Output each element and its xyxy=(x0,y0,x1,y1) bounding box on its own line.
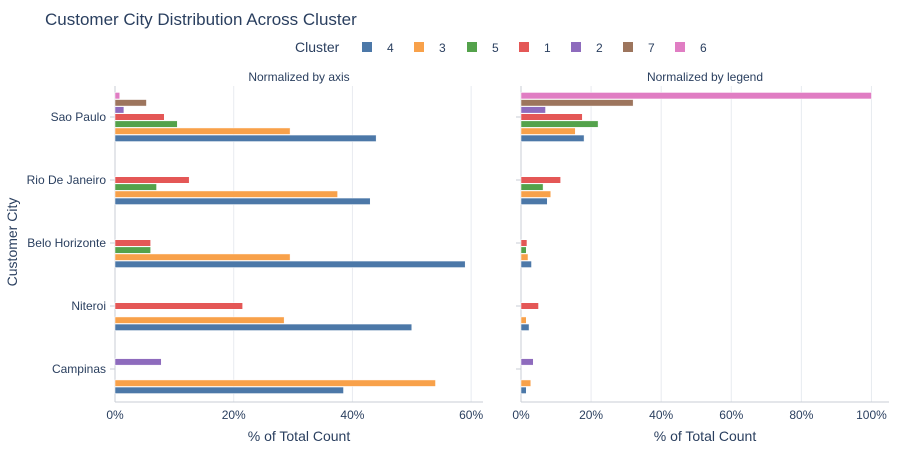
x-tick-label: 40% xyxy=(649,408,673,422)
bar-cluster-7-sao-paulo[interactable] xyxy=(114,99,147,107)
bar-cluster-3-belo-horizonte[interactable] xyxy=(114,253,291,261)
legend-title: Cluster xyxy=(295,39,340,55)
legend-swatch xyxy=(623,42,633,52)
bar-cluster-6-sao-paulo[interactable] xyxy=(520,92,872,100)
bar-cluster-1-sao-paulo[interactable] xyxy=(520,113,583,121)
legend-item-6[interactable]: 6 xyxy=(675,41,707,55)
x-tick-label: 60% xyxy=(719,408,743,422)
legend-label: 6 xyxy=(700,41,707,55)
x-tick-label: 20% xyxy=(222,408,246,422)
bar-cluster-1-belo-horizonte[interactable] xyxy=(114,239,151,247)
y-tick-label: Belo Horizonte xyxy=(27,236,106,250)
bar-cluster-1-rio-de-janeiro[interactable] xyxy=(520,176,561,184)
bar-cluster-4-belo-horizonte[interactable] xyxy=(114,260,466,268)
bar-cluster-2-sao-paulo[interactable] xyxy=(114,106,125,114)
legend-swatch xyxy=(571,42,581,52)
bar-cluster-3-rio-de-janeiro[interactable] xyxy=(114,190,338,198)
bar-cluster-2-campinas[interactable] xyxy=(114,358,162,366)
legend-item-4[interactable]: 4 xyxy=(362,41,394,55)
bar-cluster-4-belo-horizonte[interactable] xyxy=(520,260,532,268)
x-tick-label: 80% xyxy=(789,408,813,422)
bar-cluster-3-niteroi[interactable] xyxy=(520,316,527,324)
panel-1: Normalized by axis 0% 20% 40% 60% Sao Paulo Ri… xyxy=(27,70,484,444)
bar-cluster-7-sao-paulo[interactable] xyxy=(520,99,634,107)
legend-swatch xyxy=(467,42,477,52)
x-axis-label: % of Total Count xyxy=(248,428,351,444)
bar-cluster-3-belo-horizonte[interactable] xyxy=(520,253,529,261)
legend-item-3[interactable]: 3 xyxy=(414,41,446,55)
bar-cluster-4-niteroi[interactable] xyxy=(520,323,530,331)
x-tick-label: 0% xyxy=(512,408,530,422)
panel-2: Normalized by legend 0% 20% 40% 60% 80% 100% % … xyxy=(512,70,889,444)
legend-label: 7 xyxy=(648,41,655,55)
legend-swatch xyxy=(362,42,372,52)
bar-cluster-4-sao-paulo[interactable] xyxy=(520,134,585,142)
bar-cluster-2-campinas[interactable] xyxy=(520,358,534,366)
bar-cluster-3-sao-paulo[interactable] xyxy=(114,127,291,135)
panel-subtitle: Normalized by legend xyxy=(647,70,763,84)
bar-cluster-5-belo-horizonte[interactable] xyxy=(520,246,527,254)
bar-cluster-3-rio-de-janeiro[interactable] xyxy=(520,190,552,198)
x-tick-label: 0% xyxy=(106,408,124,422)
bar-cluster-5-rio-de-janeiro[interactable] xyxy=(520,183,544,191)
bar-cluster-5-rio-de-janeiro[interactable] xyxy=(114,183,157,191)
bar-cluster-2-sao-paulo[interactable] xyxy=(520,106,546,114)
legend-item-2[interactable]: 2 xyxy=(571,41,603,55)
bar-cluster-1-sao-paulo[interactable] xyxy=(114,113,165,121)
y-axis-label: Customer City xyxy=(4,198,20,287)
bar-cluster-4-campinas[interactable] xyxy=(114,386,344,394)
x-axis-label: % of Total Count xyxy=(654,428,757,444)
legend[interactable]: Cluster 4 3 5 1 2 7 6 xyxy=(295,39,707,55)
x-tick-label: 100% xyxy=(856,408,887,422)
legend-item-7[interactable]: 7 xyxy=(623,41,655,55)
bar-cluster-3-campinas[interactable] xyxy=(114,379,436,387)
legend-item-1[interactable]: 1 xyxy=(519,41,551,55)
x-tick-label: 20% xyxy=(579,408,603,422)
bar-cluster-1-niteroi[interactable] xyxy=(520,302,539,310)
y-tick-label: Rio De Janeiro xyxy=(27,173,107,187)
legend-item-5[interactable]: 5 xyxy=(467,41,499,55)
legend-label: 5 xyxy=(492,41,499,55)
legend-swatch xyxy=(675,42,685,52)
bar-cluster-4-niteroi[interactable] xyxy=(114,323,413,331)
bar-cluster-4-sao-paulo[interactable] xyxy=(114,134,377,142)
bar-cluster-3-sao-paulo[interactable] xyxy=(520,127,576,135)
y-tick-label: Sao Paulo xyxy=(51,110,107,124)
legend-label: 1 xyxy=(544,41,551,55)
bar-cluster-1-niteroi[interactable] xyxy=(114,302,243,310)
bar-cluster-4-campinas[interactable] xyxy=(520,386,527,394)
bar-cluster-5-sao-paulo[interactable] xyxy=(520,120,599,128)
legend-swatch xyxy=(519,42,529,52)
bar-cluster-3-campinas[interactable] xyxy=(520,379,532,387)
bar-cluster-4-rio-de-janeiro[interactable] xyxy=(114,197,371,205)
bar-cluster-1-rio-de-janeiro[interactable] xyxy=(114,176,190,184)
bar-cluster-4-rio-de-janeiro[interactable] xyxy=(520,197,548,205)
panel-subtitle: Normalized by axis xyxy=(248,70,349,84)
bar-cluster-5-belo-horizonte[interactable] xyxy=(114,246,151,254)
legend-swatch xyxy=(414,42,424,52)
x-tick-label: 40% xyxy=(340,408,364,422)
y-tick-label: Niteroi xyxy=(71,299,106,313)
bar-cluster-1-belo-horizonte[interactable] xyxy=(520,239,528,247)
x-tick-label: 60% xyxy=(459,408,483,422)
chart-title: Customer City Distribution Across Cluste… xyxy=(45,10,357,29)
legend-label: 4 xyxy=(387,41,394,55)
bar-cluster-6-sao-paulo[interactable] xyxy=(114,92,120,100)
legend-label: 2 xyxy=(596,41,603,55)
bar-cluster-5-sao-paulo[interactable] xyxy=(114,120,178,128)
y-tick-label: Campinas xyxy=(52,362,106,376)
legend-label: 3 xyxy=(439,41,446,55)
bar-cluster-3-niteroi[interactable] xyxy=(114,316,285,324)
